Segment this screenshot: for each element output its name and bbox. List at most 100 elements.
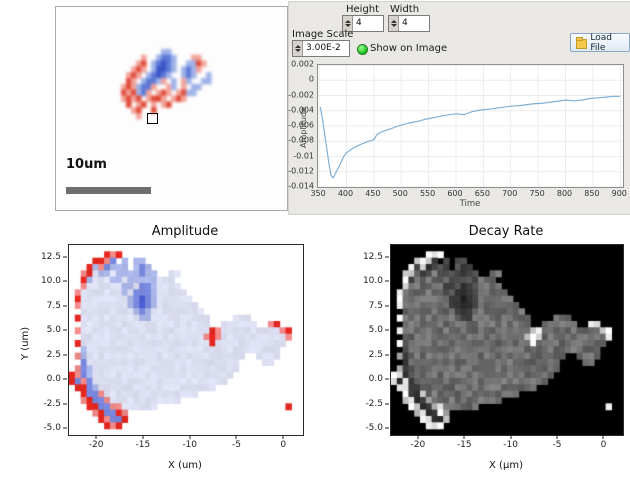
tick-mark: [189, 435, 191, 439]
amplitude-heatmap: [69, 245, 303, 435]
tick-label: 7.5: [368, 300, 383, 311]
time-axis-label: Time: [459, 199, 481, 209]
tick-label: 0: [280, 440, 287, 450]
tick-mark: [63, 256, 67, 258]
tick-mark: [95, 435, 97, 439]
tick-label: 750: [529, 189, 545, 198]
tick-label: -5: [231, 440, 241, 450]
tick-mark: [385, 378, 389, 380]
tick-label: 0.002: [291, 59, 314, 69]
width-label: Width: [390, 4, 420, 15]
tick-label: -2.5: [43, 398, 61, 409]
tick-mark: [510, 435, 512, 439]
height-label: Height: [346, 4, 380, 15]
tick-label: 500: [392, 189, 408, 198]
selection-marker[interactable]: [147, 113, 158, 124]
tick-mark: [417, 435, 419, 439]
width-increment-buttons[interactable]: [389, 16, 399, 31]
scan-image-panel: 10um: [55, 6, 288, 211]
tick-label: 10.0: [362, 276, 383, 287]
tick-label: -0.01: [293, 151, 314, 160]
x-um-axis-label: X (um): [168, 460, 202, 471]
load-file-label: Load File: [590, 32, 612, 53]
tick-label: -0.002: [288, 90, 314, 99]
tick-label: -0.006: [288, 120, 314, 130]
tick-label: 900: [611, 189, 627, 198]
amplitude-plot-title: Amplitude: [151, 224, 219, 239]
tick-mark: [385, 256, 389, 258]
tick-mark: [385, 354, 389, 356]
tick-mark: [385, 427, 389, 429]
tick-label: 2.5: [46, 349, 61, 360]
tick-label: -10: [182, 440, 198, 450]
tick-label: -0.004: [288, 105, 314, 115]
tick-label: -0.014: [288, 181, 314, 191]
image-scale-input[interactable]: 3.00E-2: [292, 40, 350, 57]
tick-mark: [385, 280, 389, 282]
tick-label: -5.0: [365, 423, 383, 434]
tick-mark: [385, 329, 389, 331]
decrement-arrow-icon[interactable]: [294, 49, 301, 52]
decrement-arrow-icon[interactable]: [390, 24, 397, 27]
tick-label: 400: [337, 189, 354, 198]
tick-label: -0.008: [288, 135, 314, 145]
increment-arrow-icon[interactable]: [294, 45, 301, 48]
tick-label: -20: [88, 440, 104, 450]
height-value[interactable]: 4: [356, 18, 362, 28]
image-scale-value[interactable]: 3.00E-2: [306, 43, 341, 53]
decay-heatmap: [391, 245, 623, 435]
tick-label: 850: [584, 189, 600, 198]
tick-label: -5.0: [43, 423, 61, 434]
tick-mark: [63, 427, 67, 429]
tick-mark: [63, 403, 67, 405]
tick-mark: [463, 435, 465, 439]
tick-label: 350: [310, 189, 326, 198]
tick-mark: [385, 403, 389, 405]
tick-mark: [385, 305, 389, 307]
show-on-image-led[interactable]: [357, 44, 368, 55]
folder-icon: [576, 36, 588, 49]
tick-label: -2.5: [365, 398, 383, 409]
tick-label: 2.5: [368, 349, 383, 360]
show-on-image-label: Show on Image: [370, 43, 448, 54]
tick-label: 5.0: [46, 325, 61, 336]
image-scale-increment-buttons[interactable]: [293, 41, 303, 56]
height-input[interactable]: 4: [342, 15, 384, 32]
decay-plot-area: [390, 244, 624, 436]
tick-mark: [142, 435, 144, 439]
tick-label: -20: [410, 440, 426, 450]
height-increment-buttons[interactable]: [343, 16, 353, 31]
tick-label: -10: [503, 440, 518, 450]
x-um-axis-label: X (µm): [489, 460, 523, 471]
tick-mark: [63, 354, 67, 356]
increment-arrow-icon[interactable]: [390, 20, 397, 23]
tick-mark: [556, 435, 558, 439]
tick-label: 5.0: [368, 325, 383, 336]
tick-label: 550: [419, 189, 436, 198]
tick-mark: [282, 435, 284, 439]
width-input[interactable]: 4: [388, 15, 430, 32]
scan-image: [111, 43, 241, 148]
decrement-arrow-icon[interactable]: [344, 24, 351, 27]
control-panel: Height Width 4 4 Image Scale 3.00E-2: [288, 1, 630, 215]
tick-label: 650: [474, 189, 490, 198]
scale-bar-label: 10um: [66, 157, 107, 172]
tick-label: 800: [556, 189, 573, 198]
tick-label: 600: [447, 189, 463, 198]
increment-arrow-icon[interactable]: [344, 20, 351, 23]
tick-label: 0: [308, 74, 314, 84]
decay-plot-title: Decay Rate: [468, 224, 544, 239]
tick-mark: [602, 435, 604, 439]
tick-label: 0.0: [368, 374, 383, 385]
tick-mark: [63, 280, 67, 282]
width-value[interactable]: 4: [402, 18, 408, 28]
load-file-button[interactable]: Load File: [570, 32, 630, 53]
tick-label: -15: [456, 440, 472, 450]
response-curve: [318, 64, 623, 188]
image-scale-label: Image Scale: [292, 29, 354, 40]
tick-label: -5: [552, 440, 562, 450]
scale-bar: [66, 187, 151, 194]
tick-label: 10.0: [40, 276, 61, 287]
response-chart-plot-area: [317, 64, 624, 188]
tick-mark: [63, 378, 67, 380]
